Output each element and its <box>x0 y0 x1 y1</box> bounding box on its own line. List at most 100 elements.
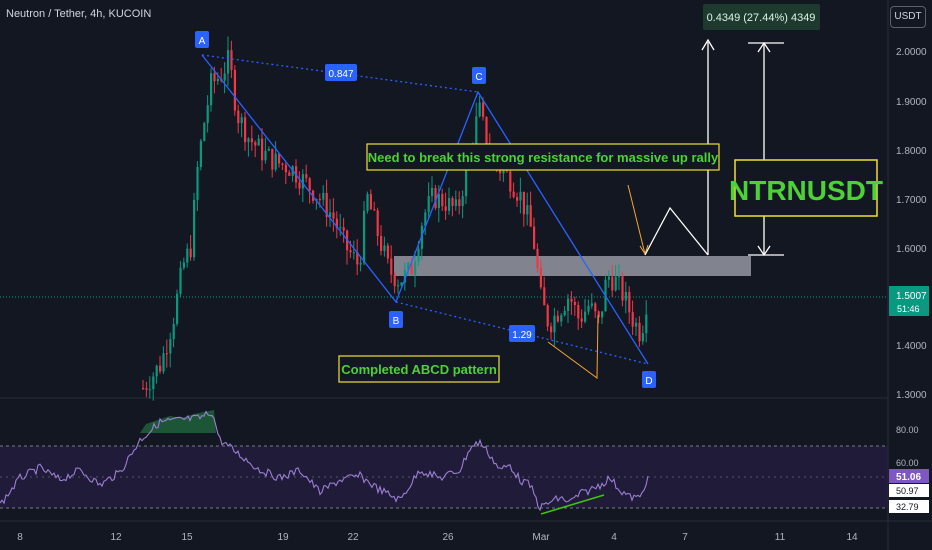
candle-body <box>298 182 301 189</box>
candle-body <box>427 196 430 213</box>
candle-body <box>458 199 461 207</box>
rsi-ma-badge <box>889 484 929 497</box>
candle-body <box>454 199 457 206</box>
candle-body <box>227 50 230 74</box>
candle-body <box>400 282 403 286</box>
candle-body <box>322 192 325 200</box>
candle-body <box>543 287 546 306</box>
abcd-legs <box>201 54 649 365</box>
candle-body <box>308 178 311 191</box>
candle-body <box>366 194 369 211</box>
candle-body <box>529 205 532 227</box>
candle-body <box>645 314 648 334</box>
candle-body <box>522 191 525 215</box>
candle-body <box>165 353 168 355</box>
candle-body <box>441 193 444 207</box>
candle-body <box>288 172 291 176</box>
ratio-ab-bc: 0.847 <box>328 69 353 80</box>
candle-body <box>451 198 454 206</box>
candle-body <box>169 339 172 354</box>
candle-body <box>257 138 260 146</box>
candle-body <box>577 304 580 319</box>
orange-arrow-line <box>627 184 646 255</box>
rsi-value-badge <box>889 469 929 483</box>
rsi-level: 60.00 <box>896 458 919 468</box>
rsi-divergence-line <box>540 494 605 515</box>
candle-body <box>410 262 413 275</box>
candle-body <box>539 268 542 288</box>
candle-body <box>352 252 355 254</box>
currency-button[interactable]: USDT <box>890 6 926 28</box>
candle-body <box>512 191 515 198</box>
candle-body <box>356 252 359 265</box>
candle-body <box>448 198 451 211</box>
candle-body <box>590 303 593 306</box>
ac-dotted-line <box>201 54 479 93</box>
candle-body <box>631 312 634 327</box>
candle-body <box>393 274 396 287</box>
candle-body <box>567 298 570 311</box>
time-tick: 4 <box>611 532 617 543</box>
candle-body <box>159 365 162 372</box>
candle-body <box>223 73 226 81</box>
candle-body <box>397 285 400 287</box>
point-labels: A B C D 0.847 1.29 <box>195 31 656 388</box>
candle-body <box>349 250 352 253</box>
candle-body <box>186 248 189 263</box>
candle-body <box>597 311 600 318</box>
candle-body <box>478 102 481 117</box>
pattern-note: Completed ABCD pattern <box>341 362 497 377</box>
candle-body <box>373 209 376 211</box>
candle-body <box>339 227 342 229</box>
candle-body <box>594 303 597 312</box>
price-tick: 1.9000 <box>896 97 927 108</box>
candle-body <box>142 388 145 390</box>
abcd-pattern <box>201 54 649 365</box>
candle-body <box>536 248 539 269</box>
candle-body <box>247 138 250 143</box>
candle-body <box>465 166 468 197</box>
candle-body <box>250 138 253 143</box>
candle-body <box>502 170 505 174</box>
price-tick: 1.7000 <box>896 195 927 206</box>
time-axis: 8 12 15 19 22 26 Mar 4 7 11 14 <box>17 532 858 543</box>
candle-body <box>519 191 522 201</box>
candle-body <box>210 73 213 106</box>
projection-arrowhead <box>701 38 715 51</box>
candle-body <box>424 212 427 226</box>
candle-body <box>233 69 236 111</box>
rsi-line <box>0 410 649 512</box>
time-tick: 19 <box>277 532 289 543</box>
candle-body <box>556 315 559 322</box>
rsi-value: 51.06 <box>896 472 921 483</box>
projection-zigzag <box>644 206 709 256</box>
candle-body <box>618 276 621 278</box>
candle-body <box>332 212 335 219</box>
candle-body <box>216 78 219 82</box>
candle-body <box>431 188 434 197</box>
chart-title: Neutron / Tether, 4h, KUCOIN <box>6 8 152 20</box>
price-tick: 2.0000 <box>896 47 927 58</box>
candle-body <box>403 269 406 283</box>
price-tick: 1.6000 <box>896 244 927 255</box>
candle-body <box>580 318 583 322</box>
candle-body <box>560 315 563 322</box>
candle-body <box>162 353 165 372</box>
resistance-zone <box>394 256 751 276</box>
candle-body <box>383 245 386 251</box>
candle-body <box>318 199 321 201</box>
price-axis: 2.0000 1.9000 1.8000 1.7000 1.6000 1.400… <box>889 47 929 401</box>
candle-body <box>635 322 638 327</box>
time-tick: 22 <box>347 532 359 543</box>
point-a-label: A <box>199 36 206 47</box>
candle-body <box>172 323 175 340</box>
rsi-pane <box>0 410 888 515</box>
candle-body <box>570 298 573 302</box>
candle-body <box>189 248 192 258</box>
resistance-note: Need to break this strong resistance for… <box>368 150 719 165</box>
candle-body <box>482 102 485 117</box>
candle-body <box>284 164 287 173</box>
candle-body <box>533 226 536 249</box>
candle-body <box>624 291 627 301</box>
